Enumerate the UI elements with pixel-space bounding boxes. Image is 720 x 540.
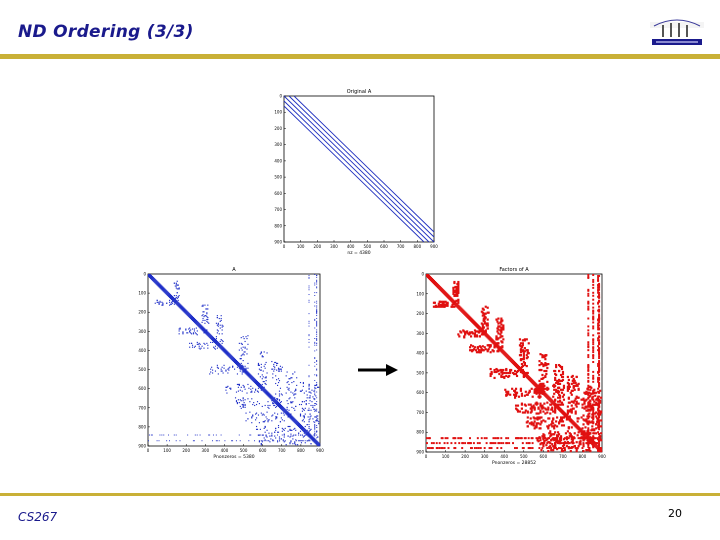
right-arrow-icon [358, 364, 398, 376]
y-tick-label: 200 [274, 126, 282, 131]
y-tick-label: 500 [138, 367, 146, 372]
diagonal-band [283, 105, 425, 243]
y-tick-label: 400 [416, 351, 424, 356]
diagonal-band [288, 95, 435, 238]
berkeley-logo-icon [650, 19, 704, 45]
y-tick-label: 0 [143, 272, 146, 277]
x-tick-label: 300 [481, 454, 489, 459]
y-tick-label: 100 [274, 110, 282, 115]
x-axis-label: Pnonzeros = 28852 [492, 460, 536, 466]
plot-title: Original A [347, 89, 372, 95]
x-tick-label: 800 [579, 454, 587, 459]
y-tick-label: 600 [138, 386, 146, 391]
y-tick-label: 600 [274, 191, 282, 196]
x-tick-label: 200 [314, 244, 322, 249]
original-matrix-plot: Original A 0 100 200 300 400 500 600 700 800 900 0 1… [232, 84, 478, 260]
y-tick-label: 300 [138, 329, 146, 334]
y-tick-label: 400 [274, 158, 282, 163]
y-tick-label: 300 [274, 142, 282, 147]
diagonal-band [293, 95, 435, 233]
diagonal-band [283, 100, 430, 243]
y-tick-label: 700 [138, 405, 146, 410]
x-tick-label: 700 [278, 448, 286, 453]
x-tick-label: 200 [461, 454, 469, 459]
x-tick-label: 500 [364, 244, 372, 249]
x-tick-label: 300 [202, 448, 210, 453]
x-tick-label: 500 [520, 454, 528, 459]
y-tick-label: 800 [274, 223, 282, 228]
footer-rule [0, 493, 720, 496]
plot-title: A [232, 267, 236, 273]
slide-title: ND Ordering (3/3) [18, 22, 194, 42]
x-tick-label: 0 [147, 448, 150, 453]
nonzero-pattern [426, 274, 603, 453]
x-tick-label: 100 [442, 454, 450, 459]
y-tick-label: 400 [138, 348, 146, 353]
y-tick-label: 100 [138, 291, 146, 296]
x-tick-label: 800 [297, 448, 305, 453]
x-tick-label: 300 [330, 244, 338, 249]
nd-ordered-matrix-plot: A 0 100 200 300 400 500 600 700 800 900 0 100 200 300 4… [92, 258, 338, 468]
y-tick-label: 800 [138, 424, 146, 429]
y-tick-label: 900 [138, 444, 146, 449]
x-tick-label: 200 [182, 448, 190, 453]
y-tick-label: 500 [416, 370, 424, 375]
y-tick-label: 900 [416, 450, 424, 455]
y-tick-label: 0 [279, 94, 282, 99]
x-tick-label: 700 [559, 454, 567, 459]
x-tick-label: 900 [598, 454, 606, 459]
y-tick-label: 700 [416, 410, 424, 415]
x-tick-label: 400 [347, 244, 355, 249]
y-tick-label: 300 [416, 331, 424, 336]
y-tick-label: 200 [138, 310, 146, 315]
course-label: CS267 [18, 510, 58, 524]
page-number: 20 [668, 507, 682, 520]
x-tick-label: 0 [283, 244, 286, 249]
x-axis-label: nz = 4380 [347, 250, 370, 256]
x-tick-label: 700 [397, 244, 405, 249]
x-tick-label: 900 [316, 448, 324, 453]
x-axis-label: Pnonzeros = 5380 [213, 454, 254, 460]
y-tick-label: 600 [416, 390, 424, 395]
diagonal-band [283, 95, 435, 243]
x-tick-label: 900 [430, 244, 438, 249]
y-tick-label: 500 [274, 175, 282, 180]
header-rule [0, 54, 720, 59]
x-tick-label: 100 [297, 244, 305, 249]
x-tick-label: 400 [500, 454, 508, 459]
x-tick-label: 100 [163, 448, 171, 453]
factor-matrix-plot: Factors of A 0 100 200 300 400 500 600 700 800 900… [392, 258, 654, 476]
x-tick-label: 0 [425, 454, 428, 459]
x-tick-label: 600 [259, 448, 267, 453]
y-tick-label: 900 [274, 240, 282, 245]
x-tick-label: 400 [221, 448, 229, 453]
y-tick-label: 700 [274, 207, 282, 212]
y-tick-label: 100 [416, 291, 424, 296]
plot-title: Factors of A [499, 267, 529, 273]
x-tick-label: 500 [240, 448, 248, 453]
y-tick-label: 800 [416, 430, 424, 435]
x-tick-label: 800 [414, 244, 422, 249]
x-tick-label: 600 [540, 454, 548, 459]
y-tick-label: 200 [416, 311, 424, 316]
nonzero-pattern [148, 274, 321, 447]
x-tick-label: 600 [380, 244, 388, 249]
y-tick-label: 0 [421, 272, 424, 277]
